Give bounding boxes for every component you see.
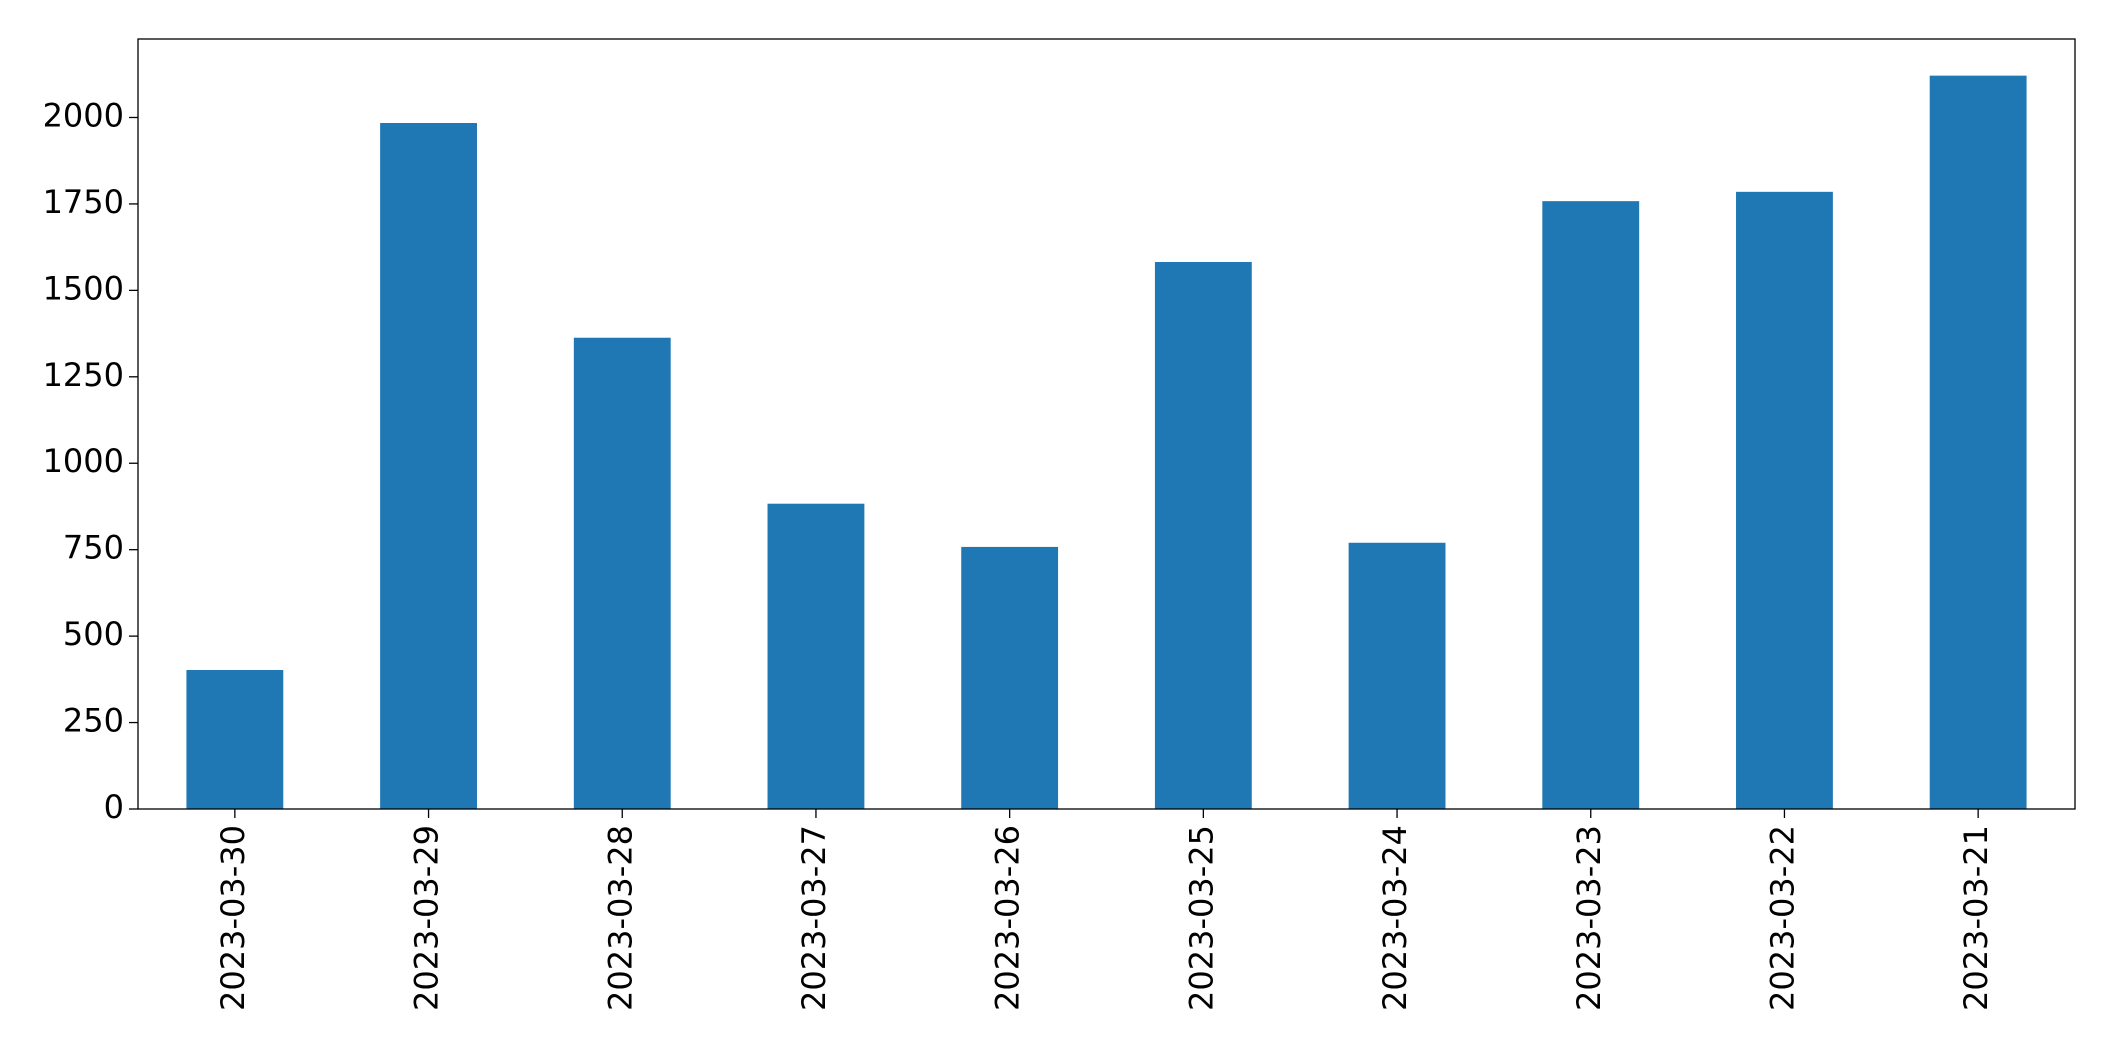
bar (1929, 75, 2027, 809)
x-tick-label: 2023-03-26 (989, 825, 1027, 1011)
y-tick-label: 250 (63, 702, 124, 740)
plot-frame (137, 38, 2076, 810)
bar (573, 337, 671, 809)
y-tick-label: 1750 (43, 183, 124, 221)
bar (1154, 262, 1252, 809)
y-tick-label: 0 (104, 788, 124, 826)
x-tick-label: 2023-03-29 (408, 825, 446, 1011)
x-tick-label: 2023-03-25 (1182, 825, 1220, 1011)
bar (767, 503, 865, 809)
y-tick-label: 2000 (43, 96, 124, 134)
x-tick-label: 2023-03-27 (795, 825, 833, 1011)
x-tick-label: 2023-03-23 (1570, 825, 1608, 1011)
y-tick-label: 1500 (43, 269, 124, 307)
bar (1348, 542, 1446, 809)
x-tick-label: 2023-03-21 (1957, 825, 1995, 1011)
bar (380, 123, 477, 809)
x-tick-label: 2023-03-30 (214, 825, 252, 1011)
bar (1542, 201, 1640, 809)
x-tick-label: 2023-03-24 (1376, 825, 1414, 1011)
y-tick-label: 500 (63, 615, 124, 653)
y-tick-label: 750 (63, 529, 124, 567)
bar (186, 670, 284, 809)
x-tick-label: 2023-03-28 (601, 825, 639, 1011)
bar (961, 546, 1059, 809)
x-tick-label: 2023-03-22 (1763, 825, 1801, 1011)
y-tick-label: 1000 (43, 442, 124, 480)
y-tick-label: 1250 (43, 356, 124, 394)
bar (1736, 191, 1833, 809)
